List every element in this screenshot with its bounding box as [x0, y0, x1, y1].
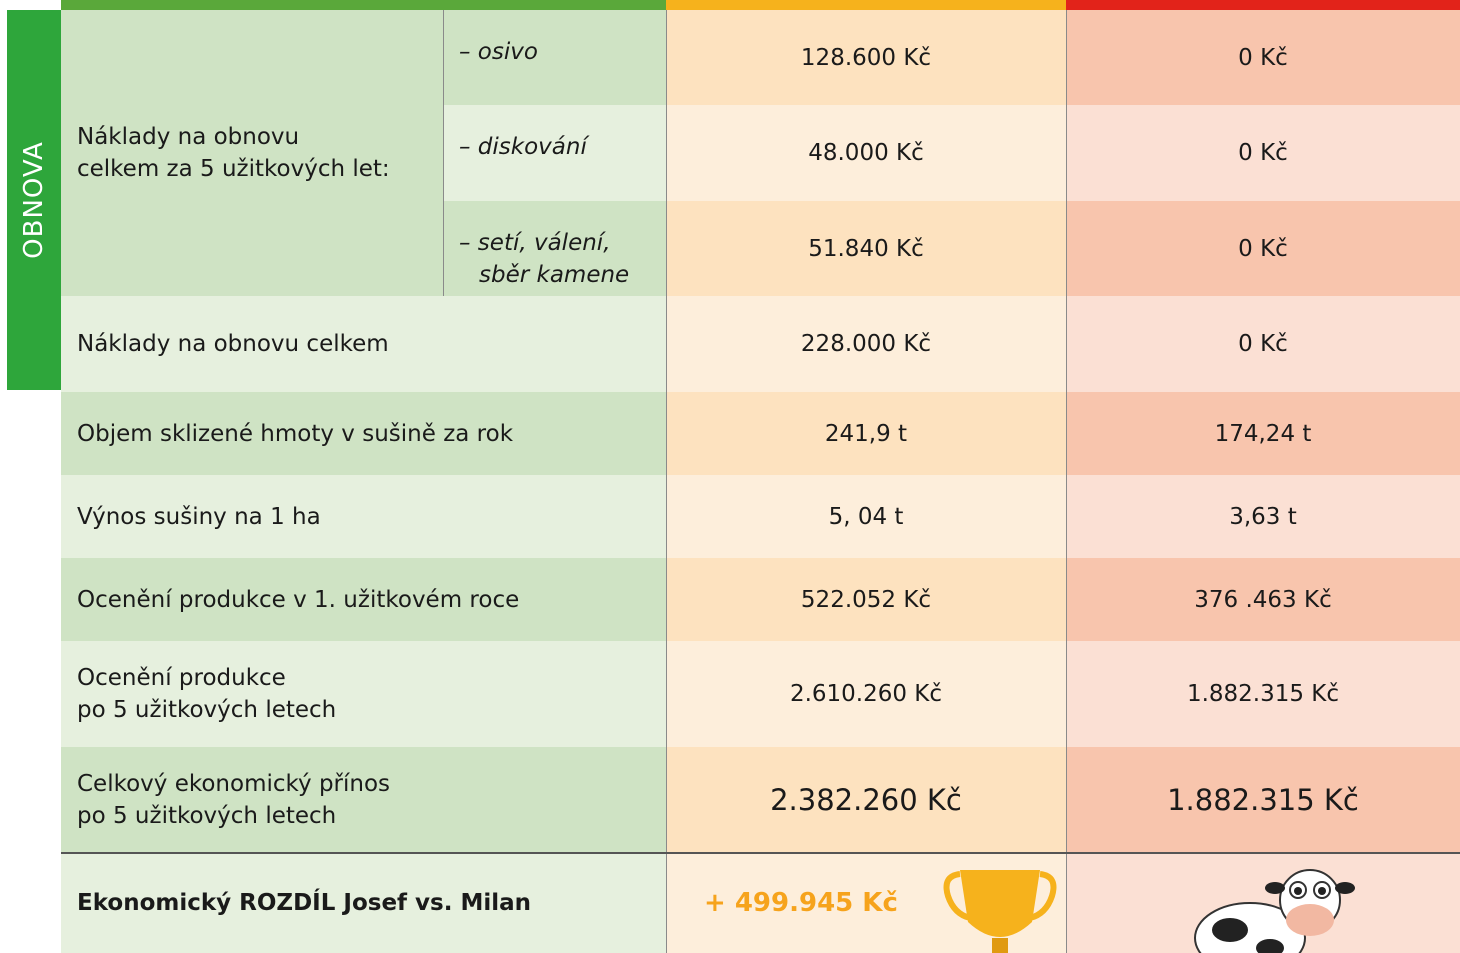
milan-value: 0 Kč: [1066, 201, 1460, 296]
row-label: Náklady na obnovu celkem: [61, 296, 666, 392]
group-item: – osivo: [443, 10, 666, 105]
milan-value: 376 .463 Kč: [1066, 558, 1460, 641]
cow-icon: [1194, 869, 1355, 953]
trophy-icon: [943, 870, 1057, 953]
group-item: – diskování: [443, 105, 666, 201]
top-strip-orange: [666, 0, 1066, 10]
milan-value: 0 Kč: [1066, 296, 1460, 392]
josef-value: 5, 04 t: [666, 475, 1066, 558]
top-strip-green: [61, 0, 666, 10]
josef-value: 228.000 Kč: [666, 296, 1066, 392]
row-label: Objem sklizené hmoty v sušině za rok: [61, 392, 666, 475]
josef-value: 51.840 Kč: [666, 201, 1066, 296]
row-label: Výnos sušiny na 1 ha: [61, 475, 666, 558]
top-strip-red: [1066, 0, 1460, 10]
josef-value: 522.052 Kč: [666, 558, 1066, 641]
column-divider: [443, 10, 444, 296]
milan-value: 174,24 t: [1066, 392, 1460, 475]
josef-value: 128.600 Kč: [666, 10, 1066, 105]
milan-value: 0 Kč: [1066, 10, 1460, 105]
josef-value: 2.610.260 Kč: [666, 641, 1066, 747]
group-label: Náklady na obnovu celkem za 5 užitkových…: [61, 10, 443, 296]
row-divider: [61, 852, 1460, 854]
milan-value: 1.882.315 Kč: [1066, 747, 1460, 853]
row-label: Ocenění produkce v 1. užitkovém roce: [61, 558, 666, 641]
group-item: – setí, válení, sběr kamene: [443, 201, 666, 296]
josef-value: 2.382.260 Kč: [666, 747, 1066, 853]
column-divider: [1066, 10, 1067, 953]
row-label: Celkový ekonomický přínos po 5 užitkovýc…: [61, 747, 666, 853]
josef-value: 48.000 Kč: [666, 105, 1066, 201]
milan-value: 3,63 t: [1066, 475, 1460, 558]
side-label: OBNOVA: [7, 10, 61, 390]
milan-value: 1.882.315 Kč: [1066, 641, 1460, 747]
josef-value: 241,9 t: [666, 392, 1066, 475]
side-label-text: OBNOVA: [19, 141, 50, 259]
column-divider: [666, 10, 667, 953]
difference-label: Ekonomický ROZDÍL Josef vs. Milan: [61, 853, 666, 953]
milan-value: 0 Kč: [1066, 105, 1460, 201]
row-label: Ocenění produkce po 5 užitkových letech: [61, 641, 666, 747]
